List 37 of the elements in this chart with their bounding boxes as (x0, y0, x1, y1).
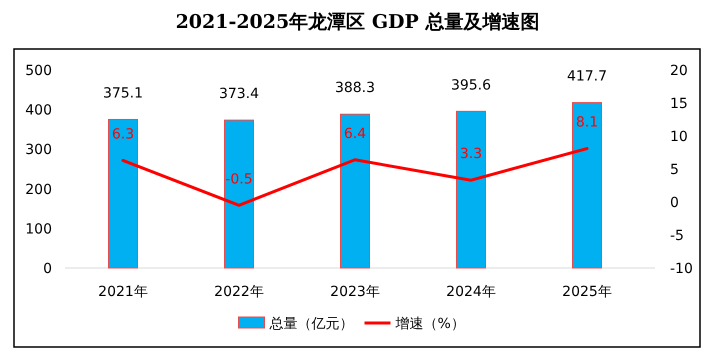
y-tick-label: 200 (25, 182, 52, 198)
x-tick-label: 2022年 (214, 284, 264, 300)
data-label: -0.5 (225, 171, 253, 188)
bar (224, 120, 254, 268)
x-tick-label: 2023年 (330, 284, 380, 300)
bar (456, 110, 486, 268)
y-tick-label: 100 (25, 221, 52, 238)
data-label: 388.3 (334, 80, 376, 96)
line-series (122, 147, 588, 207)
chart-title: 2021-2025年龙潭区 GDP 总量及增速图 (176, 11, 540, 33)
data-label: 3.3 (460, 146, 482, 162)
y2-tick-label: 5 (670, 162, 679, 178)
x-tick-label: 2025年 (562, 284, 612, 300)
data-label: 6.3 (112, 126, 134, 142)
y2-tick-label: 20 (670, 63, 688, 79)
data-label: 375.1 (102, 85, 144, 102)
y2-tick-label: -10 (670, 261, 693, 277)
bar (340, 114, 370, 268)
y2-tick-label: 10 (670, 129, 688, 145)
legend-label: 总量（亿元） (268, 316, 354, 332)
data-label: 8.1 (576, 114, 598, 131)
y-tick-label: 300 (25, 142, 52, 158)
y2-tick-label: 15 (670, 96, 688, 112)
data-label: 417.7 (566, 68, 608, 85)
x-tick-label: 2021年 (98, 284, 148, 300)
y2-tick-label: 0 (670, 195, 679, 211)
legend-label: 增速（%） (394, 316, 465, 332)
data-label: 6.4 (344, 126, 366, 142)
x-tick-label: 2024年 (446, 284, 496, 300)
data-label: 395.6 (450, 77, 492, 94)
y-tick-label: 0 (43, 261, 52, 277)
y-tick-label: 400 (25, 102, 52, 119)
y-tick-label: 500 (25, 63, 52, 79)
data-label: 373.4 (218, 86, 260, 102)
bar (572, 102, 602, 268)
y2-tick-label: -5 (670, 228, 684, 244)
bar (108, 118, 138, 268)
